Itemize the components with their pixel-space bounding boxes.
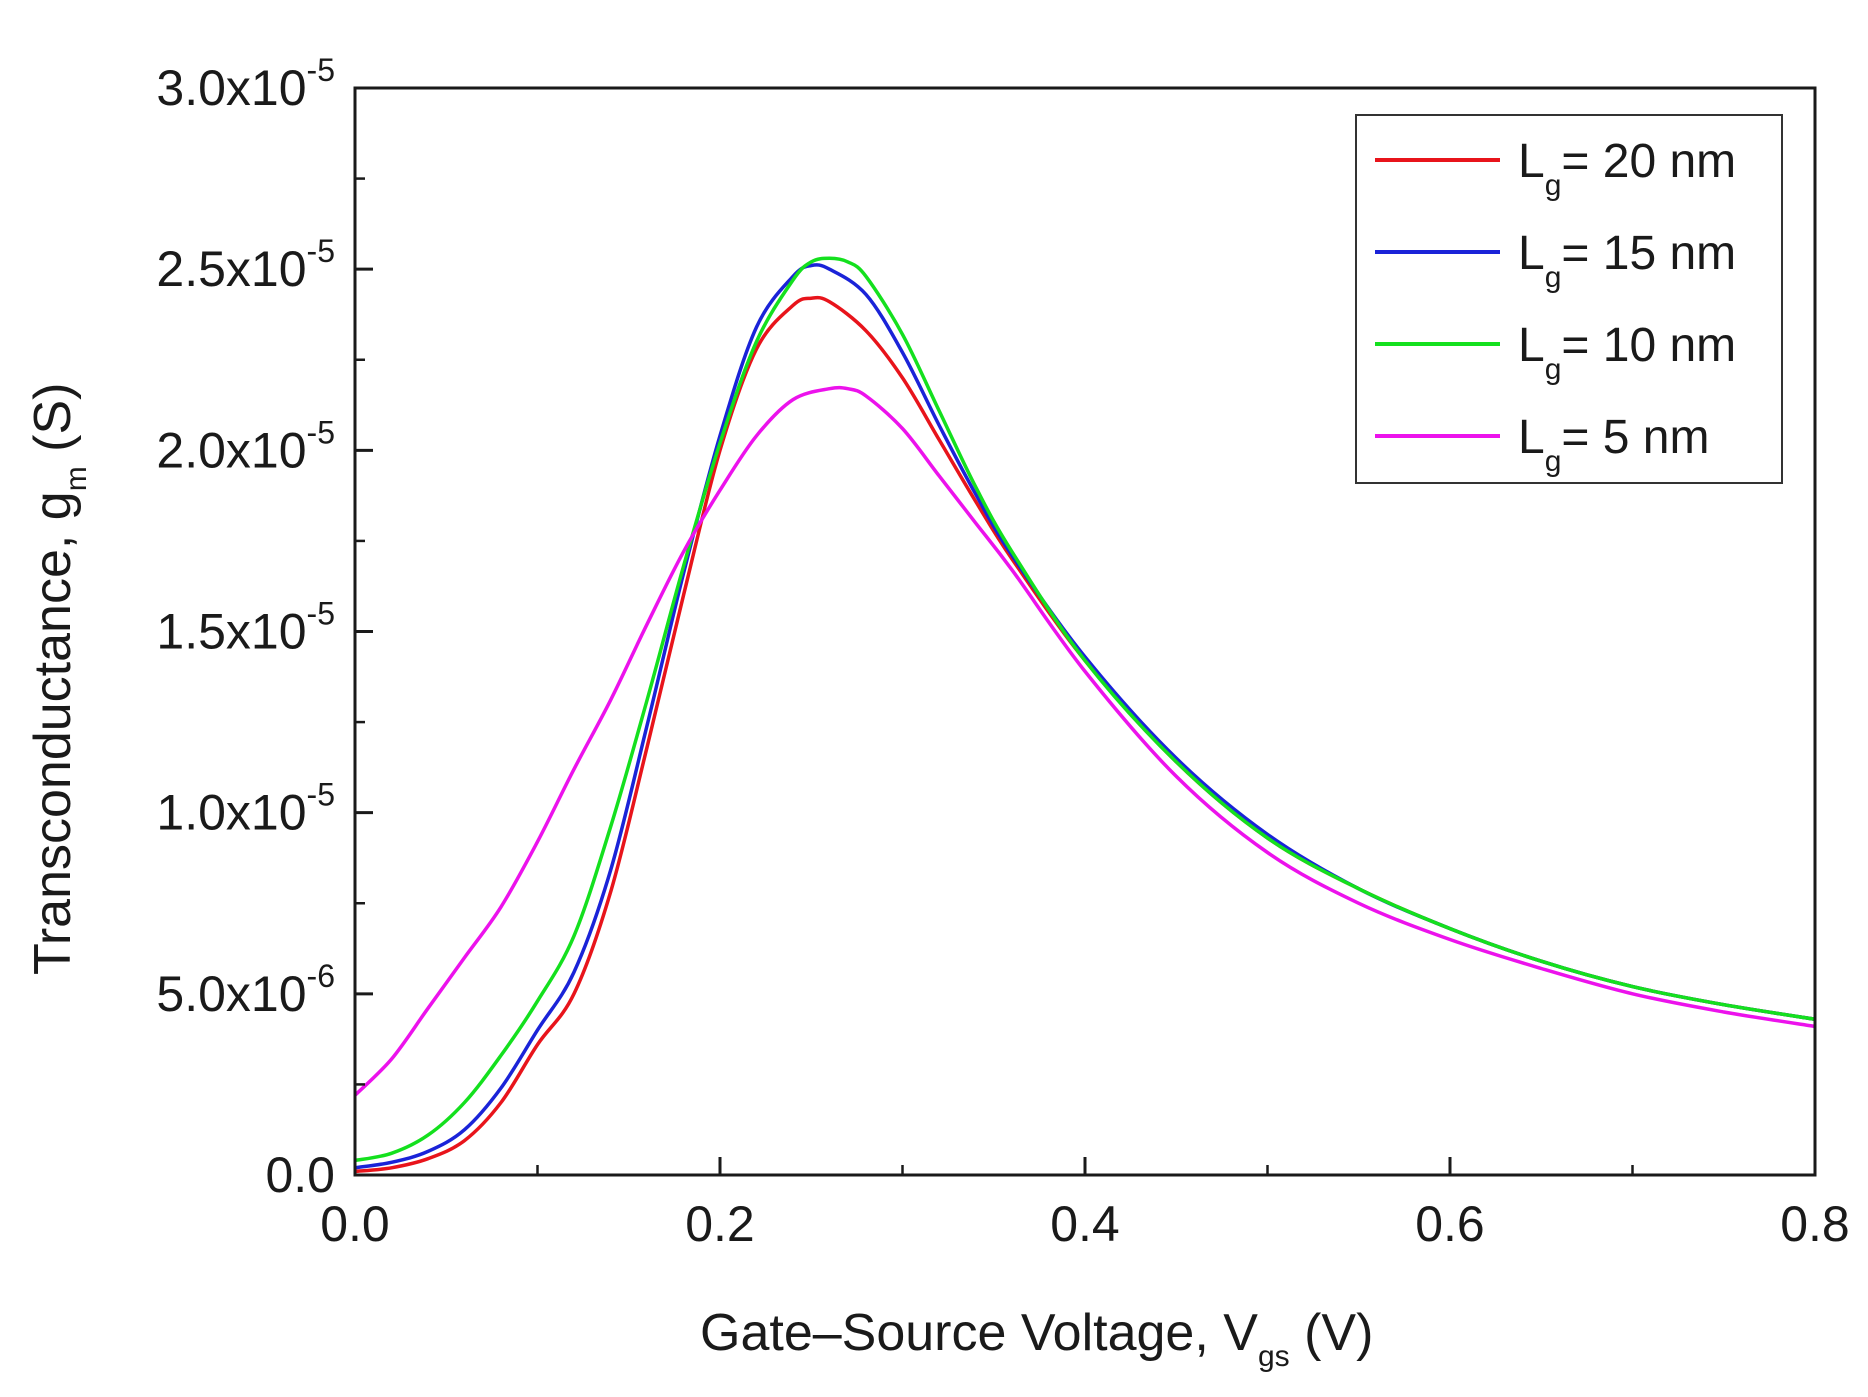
- legend-label-0: Lg= 20 nm: [1518, 135, 1736, 202]
- legend-label-2: Lg= 10 nm: [1518, 319, 1736, 386]
- y-axis-title-main: Transconductance, g: [24, 491, 82, 975]
- x-axis-title-sub: gs: [1258, 1340, 1290, 1373]
- y-tick-label: 5.0x10-6: [156, 958, 335, 1022]
- legend-label-sub: g: [1545, 169, 1562, 202]
- y-tick-label-exponent: -6: [307, 958, 335, 994]
- y-tick-label: 3.0x10-5: [156, 52, 335, 116]
- legend-label-rest: = 20 nm: [1561, 135, 1736, 188]
- series-layer: [353, 256, 1816, 1174]
- y-tick-label: 2.5x10-5: [156, 233, 335, 297]
- y-tick-label-base: 5.0x10: [156, 966, 306, 1022]
- series-line-3: [353, 385, 1816, 1097]
- y-tick-label-base: 3.0x10: [156, 60, 306, 116]
- x-tick-label: 0.6: [1415, 1196, 1485, 1252]
- y-axis-title-sub: m: [60, 466, 93, 491]
- legend-label-rest: = 10 nm: [1561, 319, 1736, 372]
- legend-label-main: L: [1518, 227, 1545, 280]
- y-tick-label-exponent: -5: [307, 233, 335, 269]
- y-tick-label-base: 2.0x10: [156, 422, 306, 478]
- y-tick-label-exponent: -5: [307, 414, 335, 450]
- y-tick-label: 2.0x10-5: [156, 414, 335, 478]
- legend-label-main: L: [1518, 319, 1545, 372]
- legend-label-sub: g: [1545, 445, 1562, 478]
- y-tick-label-base: 2.5x10: [156, 241, 306, 297]
- x-axis-title-main: Gate–Source Voltage, V: [700, 1304, 1258, 1362]
- y-tick-label-exponent: -5: [307, 596, 335, 632]
- x-tick-label: 0.4: [1050, 1196, 1120, 1252]
- legend-label-rest: = 15 nm: [1561, 227, 1736, 280]
- x-tick-label: 0.8: [1780, 1196, 1850, 1252]
- legend-label-sub: g: [1545, 261, 1562, 294]
- x-tick-label: 0.2: [685, 1196, 755, 1252]
- x-axis-title-unit: (V): [1290, 1304, 1374, 1362]
- y-tick-label: 0.0: [265, 1147, 335, 1203]
- y-tick-label-exponent: -5: [307, 777, 335, 813]
- y-axis-title: Transconductance, gm (S): [24, 383, 93, 975]
- y-tick-label: 1.0x10-5: [156, 777, 335, 841]
- y-tick-label-base: 1.0x10: [156, 785, 306, 841]
- legend-box: [1355, 114, 1783, 484]
- x-tick-label: 0.0: [320, 1196, 390, 1252]
- legend-label-sub: g: [1545, 353, 1562, 386]
- y-tick-label-exponent: -5: [307, 52, 335, 88]
- legend-label-3: Lg= 5 nm: [1518, 411, 1709, 478]
- tick-layer: 0.0 0.2 0.4 0.6 0.80.05.0x10-61.0x10-51.5x10…: [156, 52, 1849, 1252]
- legend-label-rest: = 5 nm: [1561, 411, 1709, 464]
- y-tick-label: 1.5x10-5: [156, 596, 335, 660]
- legend-label-main: L: [1518, 135, 1545, 188]
- y-tick-label-base: 1.5x10: [156, 604, 306, 660]
- legend-label-main: L: [1518, 411, 1545, 464]
- legend-label-1: Lg= 15 nm: [1518, 227, 1736, 294]
- y-tick-label-base: 0.0: [265, 1147, 335, 1203]
- series-line-2: [354, 256, 1816, 1163]
- y-axis-title-unit: (S): [24, 383, 82, 467]
- x-axis-title: Gate–Source Voltage, Vgs (V): [700, 1304, 1373, 1373]
